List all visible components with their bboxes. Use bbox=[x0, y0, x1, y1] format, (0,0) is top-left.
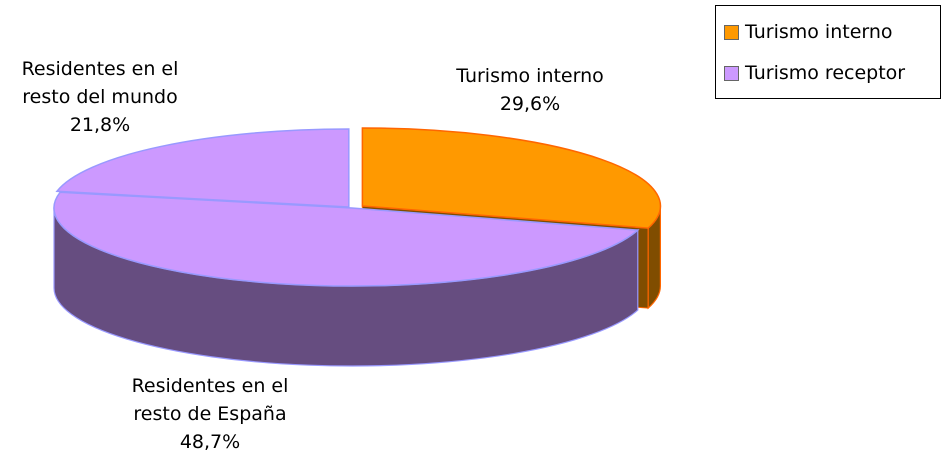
legend: Turismo interno Turismo receptor bbox=[715, 5, 941, 99]
legend-label: Turismo interno bbox=[745, 21, 893, 43]
slice-label: Residentes en el resto del mundo 21,8% bbox=[0, 55, 200, 139]
slice-value-label: 21,8% bbox=[69, 114, 131, 136]
slice bbox=[55, 128, 350, 208]
slice-category: Residentes en el resto del mundo bbox=[21, 58, 179, 108]
slice bbox=[53, 191, 640, 287]
legend-entry: Turismo interno bbox=[724, 20, 893, 44]
legend-swatch bbox=[724, 65, 739, 81]
slice-label: Residentes en el resto de España 48,7% bbox=[110, 372, 310, 456]
legend-entry: Turismo receptor bbox=[724, 61, 905, 85]
slice-label: Turismo interno 29,6% bbox=[430, 62, 630, 118]
slice-value-label: 29,6% bbox=[499, 93, 561, 115]
slice-category: Turismo interno bbox=[456, 65, 604, 87]
slice-category: Residentes en el resto de España bbox=[131, 375, 289, 425]
legend-swatch bbox=[724, 24, 739, 40]
slice-value-label: 48,7% bbox=[179, 431, 241, 453]
legend-label: Turismo receptor bbox=[745, 62, 906, 84]
slice bbox=[361, 127, 662, 229]
